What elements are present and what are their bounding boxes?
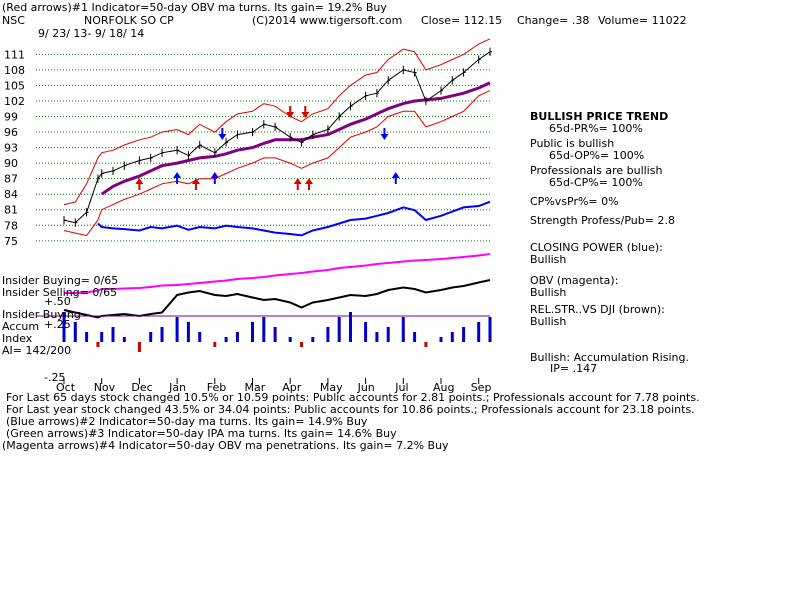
- footer-line1: For Last 65 days stock changed 10.5% or …: [6, 391, 700, 404]
- strength-value: Strength Profess/Pub= 2.8: [530, 214, 675, 227]
- y-tick-label: 111: [4, 48, 25, 61]
- minus25-label: -.25: [44, 371, 66, 384]
- up-arrow: [135, 178, 144, 190]
- plus50-label: +.50: [44, 295, 71, 308]
- plus25-label: +.25: [44, 318, 71, 331]
- down-arrow: [286, 106, 295, 118]
- accum-label: Accum: [2, 320, 40, 333]
- up-arrow: [210, 172, 219, 184]
- down-arrow: [301, 106, 310, 118]
- ip-value: IP= .147: [550, 362, 598, 375]
- closing-power-line: [97, 200, 491, 237]
- x-tick-label: Sep: [471, 381, 492, 394]
- x-tick-label: Jun: [357, 381, 375, 394]
- trend-title: BULLISH PRICE TREND: [530, 110, 669, 123]
- price-line: [63, 51, 491, 224]
- prof-title: Professionals are bullish: [530, 164, 663, 177]
- x-tick-label: Feb: [207, 381, 226, 394]
- op-value: 65d-OP%= 100%: [549, 149, 645, 162]
- indicator-series: [36, 312, 492, 352]
- y-tick-label: 84: [4, 188, 18, 201]
- x-tick-label: May: [320, 381, 343, 394]
- x-tick-label: Aug: [433, 381, 454, 394]
- close-value: Close= 112.15: [421, 14, 503, 27]
- y-tick-label: 105: [4, 79, 25, 92]
- up-arrow: [391, 172, 400, 184]
- x-tick-label: Jul: [394, 381, 408, 394]
- down-arrow: [380, 128, 389, 140]
- cp-value: 65d-CP%= 100%: [549, 176, 643, 189]
- volume-value: Volume= 11022: [598, 14, 687, 27]
- up-arrow: [191, 178, 200, 190]
- x-tick-label: Dec: [131, 381, 152, 394]
- y-tick-label: 93: [4, 142, 18, 155]
- x-tick-label: Nov: [94, 381, 116, 394]
- y-tick-label: 90: [4, 157, 18, 170]
- grid-lines: [36, 53, 490, 242]
- y-tick-label: 102: [4, 95, 25, 108]
- copyright: (C)2014 www.tigersoft.com: [252, 14, 403, 27]
- ai-value: AI= 142/200: [2, 344, 72, 357]
- upper-band-line: [63, 38, 491, 206]
- y-tick-label: 75: [4, 235, 18, 248]
- footer-line2: For Last year stock changed 43.5% or 34.…: [6, 403, 695, 416]
- y-tick-label: 78: [4, 219, 18, 232]
- up-arrow: [293, 178, 302, 190]
- company-name: NORFOLK SO CP: [84, 14, 174, 27]
- index-label: Index: [2, 332, 33, 345]
- closing-power-state: Bullish: [530, 253, 567, 266]
- y-tick-label: 99: [4, 111, 18, 124]
- up-arrow: [305, 178, 314, 190]
- change-value: Change= .38: [517, 14, 590, 27]
- down-arrow: [218, 128, 227, 140]
- obv-state: Bullish: [530, 286, 567, 299]
- y-tick-label: 96: [4, 126, 18, 139]
- public-title: Public is bullish: [530, 137, 615, 150]
- x-tick-label: Mar: [244, 381, 265, 394]
- footer-line4: (Green arrows)#3 Indicator=50-day IPA ma…: [6, 427, 397, 440]
- footer-line3: (Blue arrows)#2 Indicator=50-day ma turn…: [6, 415, 368, 428]
- cpvspr-value: CP%vsPr%= 0%: [530, 195, 619, 208]
- date-range: 9/ 23/ 13- 9/ 18/ 14: [38, 27, 145, 40]
- signal-arrows: [135, 106, 400, 190]
- axis-ticks: 75 78 81 84 87 90 93 96 99 102 105 108 111 Oct Nov Dec J…: [4, 48, 491, 394]
- obv-line: [64, 253, 491, 294]
- insider-buying-2: Insider Buying: [2, 308, 81, 321]
- y-tick-label: 108: [4, 64, 25, 77]
- relstr-line: [63, 279, 491, 319]
- obv-label: OBV (magenta):: [530, 274, 619, 287]
- y-tick-label: 87: [4, 173, 18, 186]
- header-line1: (Red arrows)#1 Indicator=50-day OBV ma t…: [2, 1, 387, 14]
- x-tick-label: Apr: [282, 381, 302, 394]
- price-series: [63, 38, 492, 319]
- accum-summary: Bullish: Accumulation Rising.: [530, 351, 689, 364]
- insider-selling: Insider Selling= 0/65: [2, 286, 118, 299]
- ma50-line: [100, 81, 491, 196]
- relstr-label: REL.STR..VS DJI (brown):: [530, 303, 665, 316]
- insider-buying: Insider Buying= 0/65: [2, 274, 119, 287]
- closing-power-label: CLOSING POWER (blue):: [530, 241, 663, 254]
- up-arrow: [173, 172, 182, 184]
- x-tick-label: Oct: [56, 381, 76, 394]
- footer-line5: (Magenta arrows)#4 Indicator=50-day OBV …: [2, 439, 449, 452]
- symbol: NSC: [2, 14, 25, 27]
- x-tick-label: Jan: [168, 381, 186, 394]
- pr-value: 65d-PR%= 100%: [549, 122, 643, 135]
- lower-band-line: [63, 90, 491, 237]
- y-tick-label: 81: [4, 204, 18, 217]
- relstr-state: Bullish: [530, 315, 567, 328]
